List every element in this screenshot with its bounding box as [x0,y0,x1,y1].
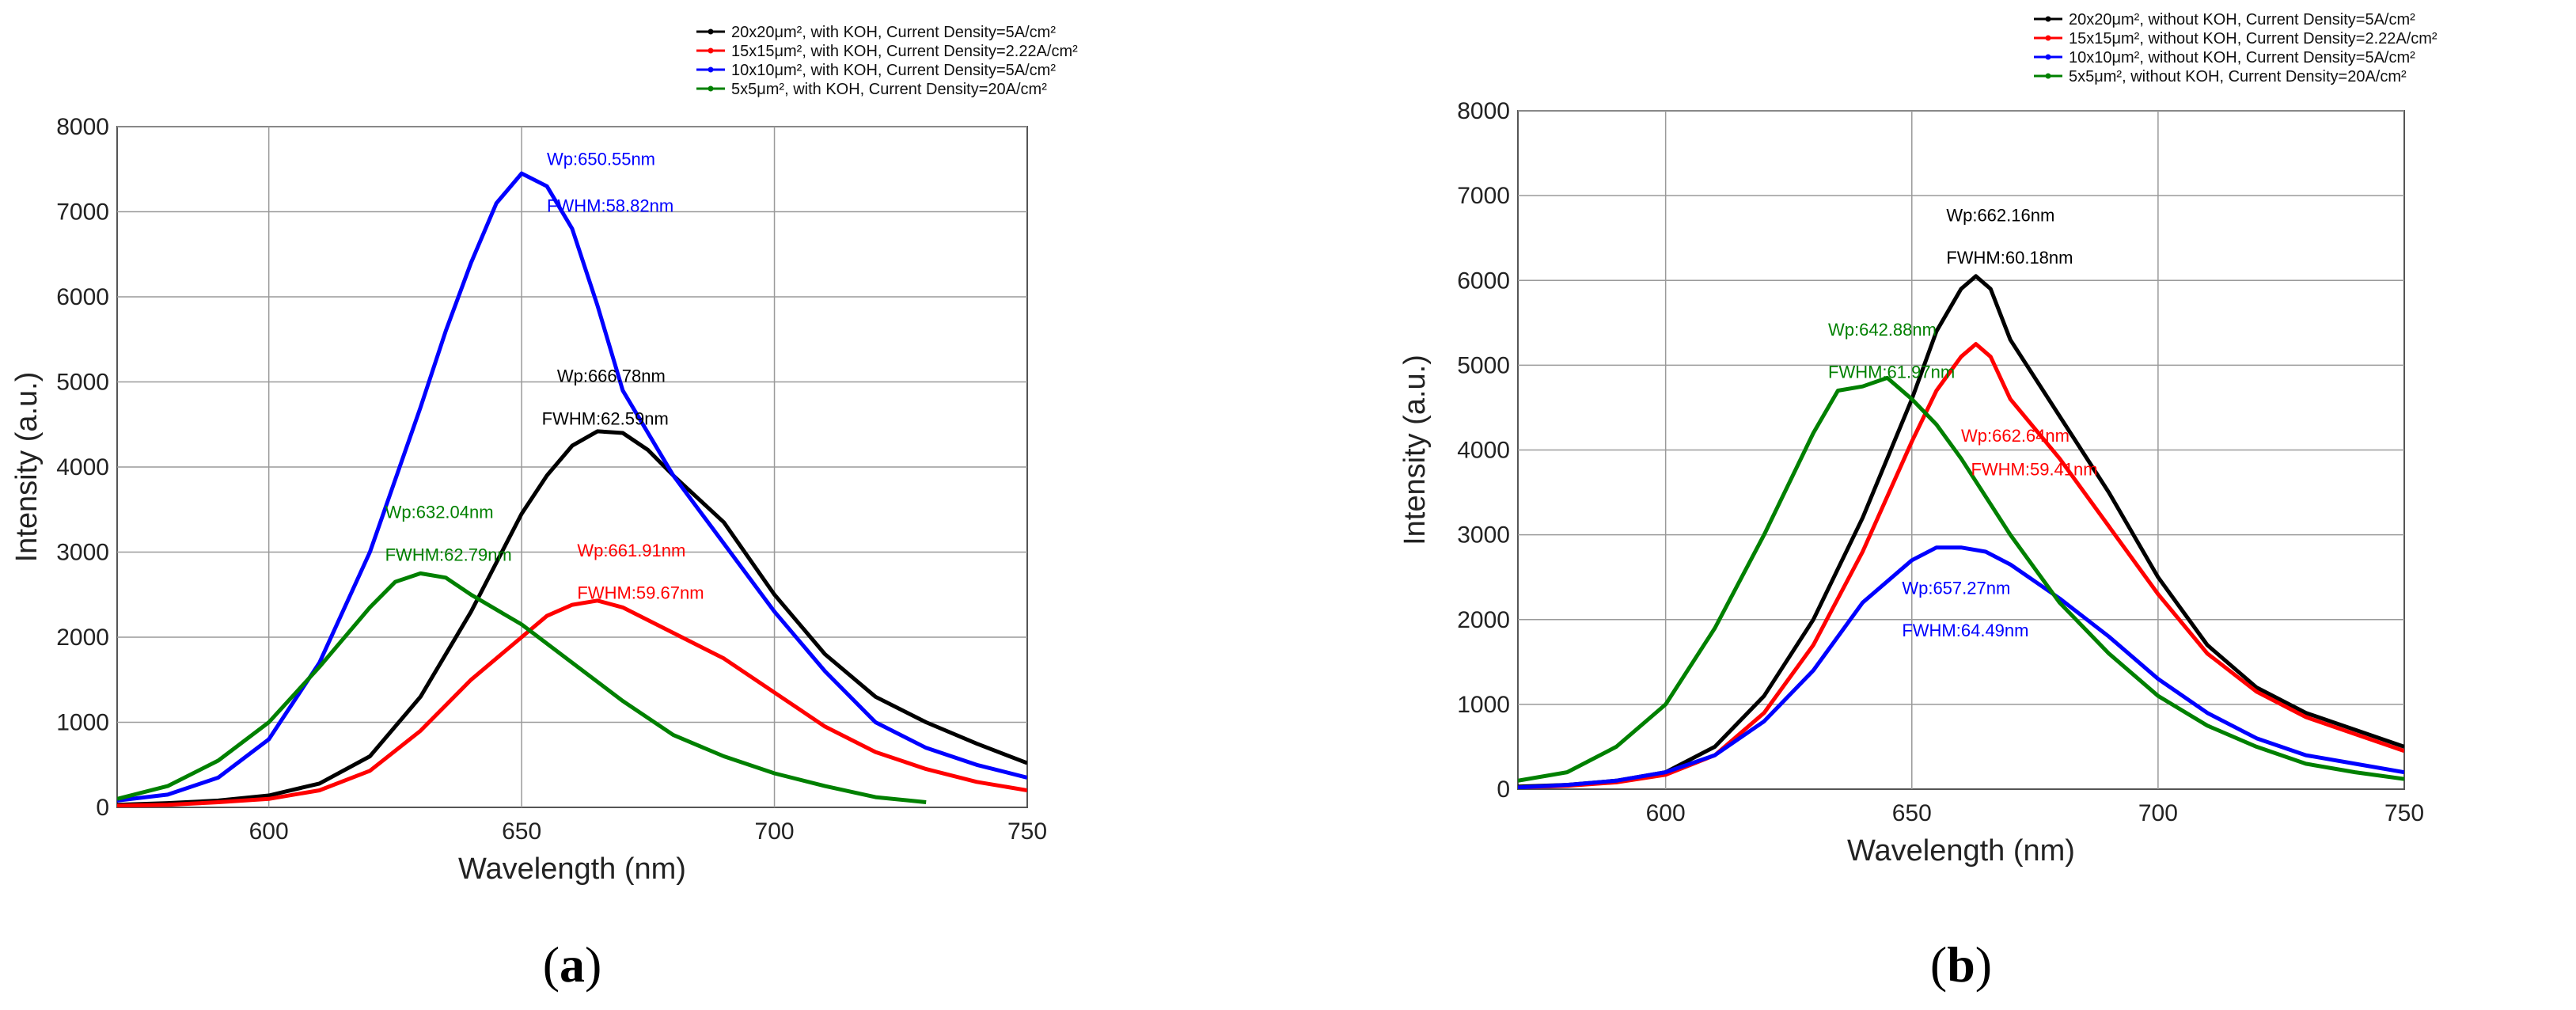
series-line-0 [117,429,1027,807]
y-tick-label: 7000 [1457,183,1510,209]
legend-marker [2045,73,2051,79]
peak-annotation: FWHM:60.18nm [1946,248,2073,268]
peak-annotation: FWHM:61.97nm [1828,362,1955,382]
y-tick-label: 2000 [56,625,109,651]
y-tick-label: 2000 [1457,607,1510,633]
y-tick-label: 1000 [56,710,109,736]
legend-entry: 15x15μm², without KOH, Current Density=2… [2069,30,2438,47]
peak-annotation: FWHM:62.59nm [542,408,669,428]
legend-marker [708,66,714,73]
x-tick-label: 600 [249,818,289,845]
x-tick-label: 700 [2138,800,2178,826]
x-tick-label: 600 [1646,800,1686,826]
y-tick-label: 0 [1497,776,1510,803]
y-tick-label: 5000 [56,370,109,396]
chart-panel-b: 0 1000 2000 3000 4000 5000 6000 7000 8000 600 650 7… [1398,11,2438,993]
y-tick-label: 4000 [1457,438,1510,464]
legend-entry: 20x20μm², with KOH, Current Density=5A/c… [731,24,1056,41]
legend-entry: 20x20μm², without KOH, Current Density=5… [2069,11,2415,28]
y-tick-label: 4000 [56,454,109,480]
y-tick-label: 8000 [56,114,109,140]
y-tick-label: 3000 [1457,522,1510,549]
legend-entry: 5x5μm², with KOH, Current Density=20A/cm… [731,81,1047,98]
peak-annotation: Wp:666.78nm [557,366,666,386]
legend-marker [708,47,714,54]
peak-annotation: Wp:632.04nm [385,503,494,522]
y-tick-label: 8000 [1457,98,1510,124]
peak-annotation: Wp:661.91nm [577,541,685,560]
peak-annotation: FWHM:59.67nm [577,583,704,603]
y-axis-label: Intensity (a.u.) [10,372,44,563]
peak-annotation: Wp:642.88nm [1828,320,1937,340]
y-tick-label: 6000 [1457,268,1510,294]
peak-annotation: Wp:657.27nm [1902,579,2010,598]
y-axis-label: Intensity (a.u.) [1398,355,1432,545]
peak-annotation: Wp:650.55nm [547,149,655,169]
x-axis-label: Wavelength (nm) [458,852,686,886]
legend-entry: 10x10μm², with KOH, Current Density=5A/c… [731,62,1056,79]
series-line-3 [1518,375,2404,783]
legend-marker [708,85,714,92]
series-line-2 [1518,545,2404,789]
peak-annotation: FWHM:58.82nm [547,196,673,216]
peak-annotation: FWHM:64.49nm [1902,621,2028,640]
peak-annotation: Wp:662.64nm [1961,426,2070,446]
legend-marker [708,28,714,35]
y-tick-label: 7000 [56,199,109,226]
panel-label: (a) [543,936,602,993]
panel-label: (b) [1930,936,1992,993]
y-tick-label: 5000 [1457,352,1510,378]
legend-marker [2045,16,2051,22]
series-line-3 [117,571,927,804]
legend-entry: 5x5μm², without KOH, Current Density=20A… [2069,68,2407,85]
x-axis-label: Wavelength (nm) [1847,834,2075,868]
y-tick-label: 0 [96,795,109,821]
y-tick-label: 3000 [56,540,109,566]
legend-marker [2045,54,2051,60]
legend-marker [2045,35,2051,41]
x-tick-label: 650 [502,818,541,845]
x-tick-label: 750 [1007,818,1047,845]
series-line-1 [117,598,1027,807]
x-tick-label: 750 [2384,800,2424,826]
peak-annotation: FWHM:62.79nm [385,545,512,564]
peak-annotation: FWHM:59.41nm [1971,460,2097,480]
legend-entry: 10x10μm², without KOH, Current Density=5… [2069,49,2415,66]
peak-annotation: Wp:662.16nm [1946,205,2054,225]
legend-entry: 15x15μm², with KOH, Current Density=2.22… [731,43,1078,60]
x-tick-label: 700 [755,818,795,845]
chart-panel-a: 0 1000 2000 3000 4000 5000 6000 7000 8000 600 650 7… [10,24,1078,993]
y-tick-label: 6000 [56,284,109,310]
y-tick-label: 1000 [1457,692,1510,718]
x-tick-label: 650 [1892,800,1932,826]
series-line-0 [1518,274,2404,789]
